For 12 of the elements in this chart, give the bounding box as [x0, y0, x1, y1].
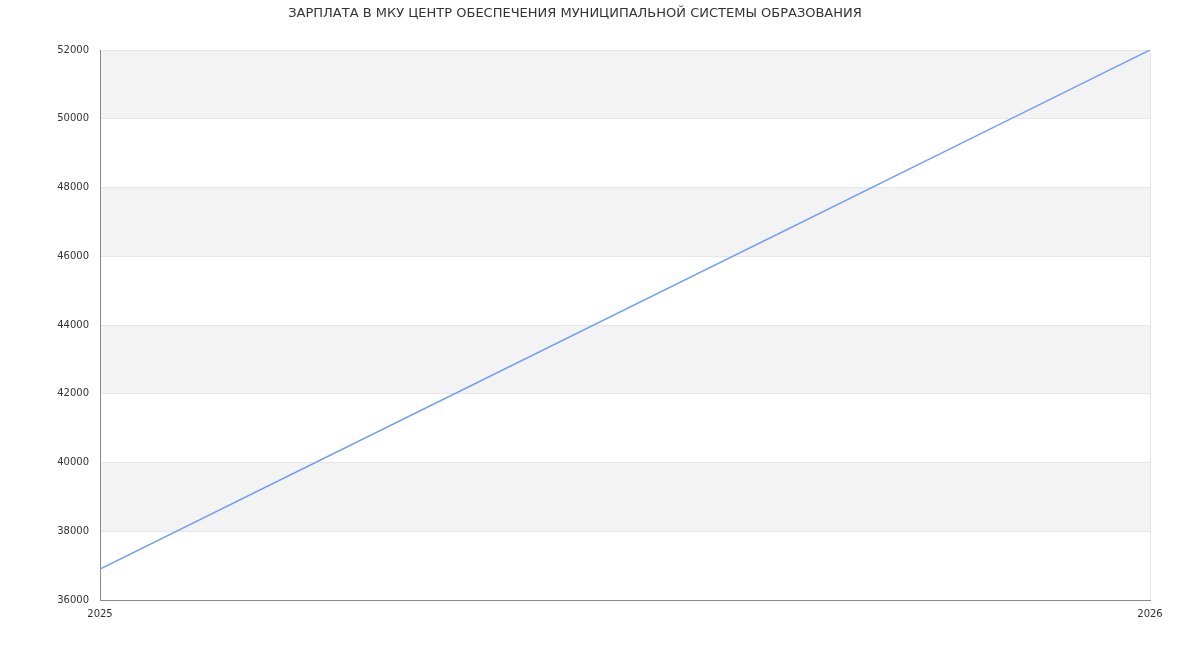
- y-tick-label: 50000: [57, 112, 89, 124]
- y-tick-label: 36000: [57, 593, 89, 605]
- x-tick-label: 2025: [87, 607, 113, 619]
- x-tick-label: 2026: [1137, 607, 1163, 619]
- y-tick-label: 46000: [57, 249, 89, 261]
- chart-title: ЗАРПЛАТА В МКУ ЦЕНТР ОБЕСПЕЧЕНИЯ МУНИЦИПАЛЬНОЙ СИСТЕМЫ ОБРАЗОВАНИЯ: [288, 5, 862, 21]
- y-tick-label: 52000: [57, 43, 89, 55]
- y-tick-label: 38000: [57, 524, 89, 536]
- y-tick-label: 42000: [57, 387, 89, 399]
- y-tick-label: 44000: [57, 318, 89, 330]
- y-tick-label: 48000: [57, 181, 89, 193]
- y-tick-label: 40000: [57, 456, 89, 468]
